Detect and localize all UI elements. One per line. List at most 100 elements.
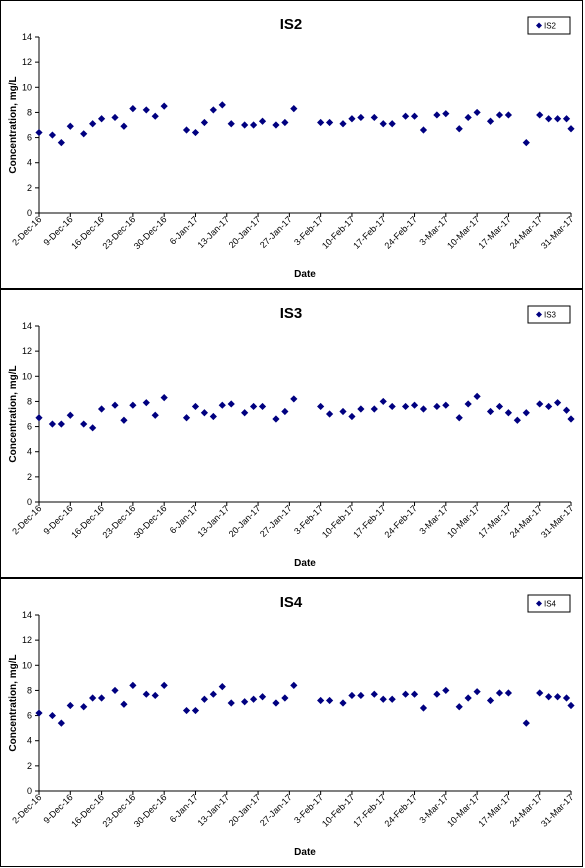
data-point [290,395,298,403]
y-tick-label: 6 [27,422,32,432]
data-point [48,420,57,428]
x-tick-label: 17-Feb-17 [351,503,387,539]
data-point [473,688,481,696]
data-point [401,402,410,411]
x-tick-label: 10-Feb-17 [320,503,356,539]
data-point [258,117,267,125]
data-point [129,105,137,113]
data-point [191,706,200,715]
data-point [142,690,150,698]
data-point [357,113,365,122]
data-point [553,115,562,123]
data-point [209,412,217,421]
y-axis-label: Concentration, mg/L [8,654,19,751]
x-tick-label: 6-Jan-17 [168,792,200,824]
data-point [419,126,428,134]
x-tick-label: 30-Dec-16 [132,503,169,540]
data-point [410,112,419,120]
legend: IS4 [527,594,571,613]
x-tick-label: 20-Jan-17 [227,214,263,250]
y-tick-label: 0 [27,786,32,796]
data-point [182,126,191,134]
data-point [200,409,209,417]
data-point [111,113,119,122]
data-point [433,402,441,411]
data-point [200,118,209,127]
data-point [35,128,43,137]
data-point [325,696,334,705]
data-point [464,694,472,702]
data-point [80,130,88,138]
data-point [272,415,280,423]
chart-panel-is4: IS4 0 2 4 6 8 10 12 14 2-Dec-16 9-Dec-16 16-Dec-16 2… [0,578,583,867]
data-point [495,111,504,119]
y-tick-label: 4 [27,447,32,457]
x-tick-label: 16-Dec-16 [69,214,106,251]
data-point [272,699,280,707]
legend: IS2 [527,16,571,35]
x-tick-label: 10-Feb-17 [320,214,356,250]
y-tick-label: 6 [27,133,32,143]
data-point [495,402,504,411]
data-point [249,121,258,129]
data-point [160,394,168,402]
data-point [89,120,97,128]
data-point [419,704,428,712]
y-tick-label: 8 [27,685,32,695]
data-point [129,681,137,689]
data-point [567,415,575,423]
data-point [545,115,553,123]
data-point [258,402,267,411]
data-point [80,420,88,428]
x-tick-label: 13-Jan-17 [195,214,231,250]
data-point [357,405,365,413]
y-axis-label: Concentration, mg/L [8,76,19,173]
x-tick-label: 2-Dec-16 [10,503,43,536]
data-point [89,694,97,702]
x-tick-label: 20-Jan-17 [227,503,263,539]
data-point [433,111,441,119]
data-point [35,709,43,717]
data-point [142,399,150,407]
x-tick-label: 13-Jan-17 [195,503,231,539]
data-point [218,401,226,409]
chart-title: IS2 [280,16,303,33]
data-point [379,397,387,406]
data-point [562,115,571,123]
data-point [410,401,419,409]
data-point [567,125,575,133]
x-tick-label: 30-Dec-16 [132,214,169,251]
data-point [218,101,226,109]
x-tick-label: 24-Feb-17 [383,792,419,828]
data-point [562,406,571,414]
data-point [486,117,495,125]
x-tick-label: 27-Jan-17 [258,214,294,250]
x-tick-label: 17-Mar-17 [476,792,512,828]
scatter-chart-is2: IS2024681012142-Dec-169-Dec-1616-Dec-162… [8,16,575,280]
y-tick-label: 2 [27,472,32,482]
data-point [433,690,441,698]
x-tick-label: 24-Feb-17 [383,214,419,250]
x-tick-label: 27-Jan-17 [258,792,294,828]
data-point [191,128,200,137]
data-point [258,693,267,701]
data-point [379,695,387,703]
x-tick-label: 31-Mar-17 [539,214,575,250]
chart-title: IS4 [280,594,303,611]
x-tick-label: 24-Mar-17 [508,792,544,828]
data-point [419,405,428,413]
data-point [545,693,553,701]
chart-panel-is3: IS3 0 2 4 6 8 10 12 14 2-Dec-16 9-Dec-16 16-Dec-16 2… [0,289,583,578]
x-tick-label: 10-Mar-17 [445,503,481,539]
data-point [151,112,159,120]
data-point [325,118,334,127]
data-point [370,405,378,413]
y-tick-label: 6 [27,711,32,721]
x-tick-label: 17-Mar-17 [476,214,512,250]
x-tick-label: 10-Mar-17 [445,214,481,250]
x-tick-label: 30-Dec-16 [132,792,169,829]
data-point [66,411,74,419]
x-tick-label: 20-Jan-17 [227,792,263,828]
x-tick-label: 27-Jan-17 [258,503,294,539]
y-tick-label: 8 [27,396,32,406]
